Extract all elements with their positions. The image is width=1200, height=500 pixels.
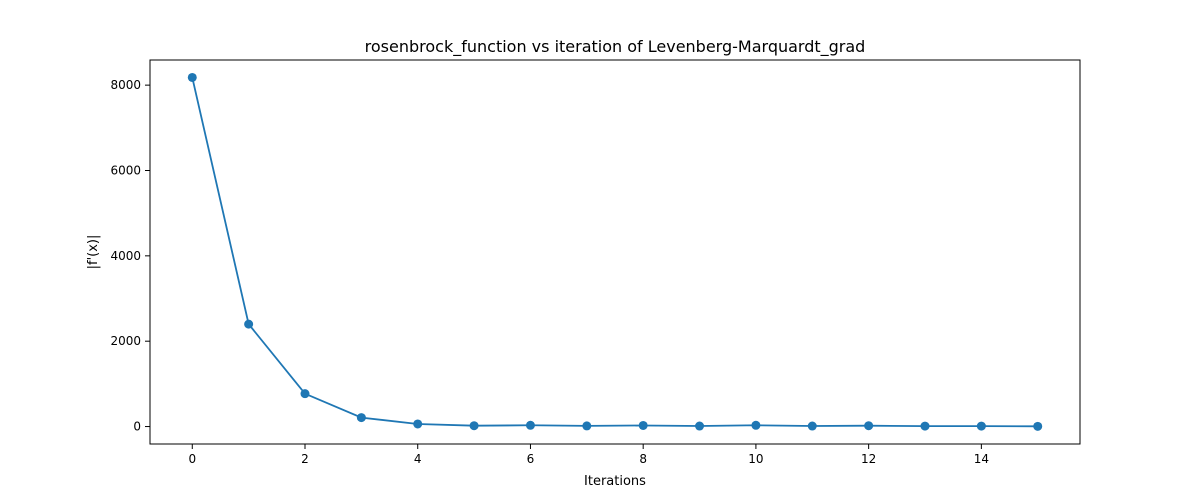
- x-tick-label: 6: [527, 452, 535, 466]
- data-point: [976, 421, 986, 431]
- series-line: [191, 77, 1038, 428]
- y-axis-label: |f'(x)|: [86, 235, 101, 270]
- data-point: [920, 421, 930, 431]
- data-point: [807, 421, 817, 431]
- data-point: [638, 420, 648, 430]
- data-point: [413, 419, 423, 429]
- data-point: [751, 420, 761, 430]
- x-tick-label: 4: [414, 452, 422, 466]
- data-point: [356, 413, 366, 423]
- data-point: [187, 72, 197, 82]
- x-tick-label: 8: [639, 452, 647, 466]
- y-tick-label: 6000: [110, 163, 141, 177]
- ticks-layer: 0 2 4 6 8 10 12 14 0 2000 4000 6000 8000: [110, 78, 989, 466]
- chart-title: rosenbrock_function vs iteration of Leve…: [365, 37, 866, 57]
- x-axis-label: Iterations: [584, 474, 646, 489]
- data-point: [1033, 421, 1043, 431]
- data-point: [300, 389, 310, 399]
- x-tick-label: 12: [861, 452, 876, 466]
- x-tick-label: 10: [748, 452, 763, 466]
- y-tick-label: 0: [133, 420, 141, 434]
- x-tick-label: 14: [974, 452, 989, 466]
- x-tick-label: 2: [301, 452, 309, 466]
- plot-frame: [149, 59, 1081, 445]
- data-point: [864, 421, 874, 431]
- y-tick-label: 4000: [110, 249, 141, 263]
- data-point: [525, 420, 535, 430]
- data-point: [582, 421, 592, 431]
- plot-area: [150, 60, 1080, 444]
- x-tick-label: 0: [188, 452, 196, 466]
- y-tick-label: 8000: [110, 78, 141, 92]
- y-tick-label: 2000: [110, 334, 141, 348]
- data-point: [695, 421, 705, 431]
- data-layer: [187, 72, 1043, 431]
- data-point: [244, 319, 254, 329]
- data-point: [469, 421, 479, 431]
